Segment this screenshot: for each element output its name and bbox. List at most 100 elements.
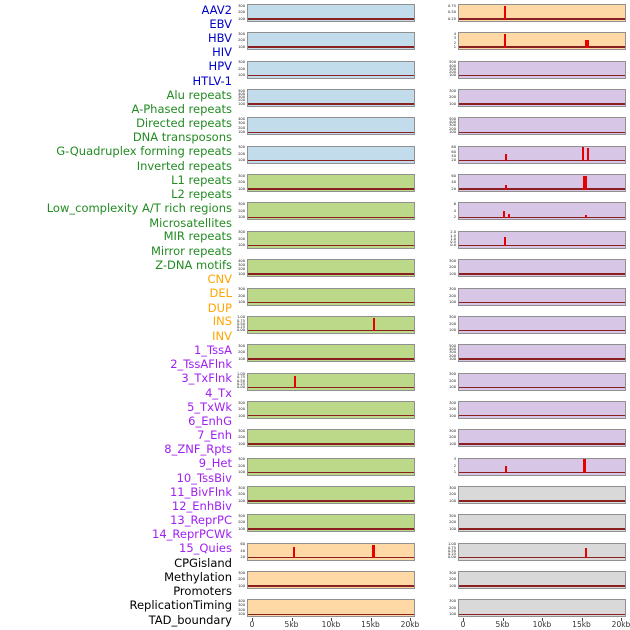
- y-tick-label: 100: [238, 16, 245, 21]
- panel-microsatellites: [247, 429, 415, 448]
- y-tick-label: 500: [238, 88, 245, 93]
- y-tick-label: 6: [453, 201, 456, 206]
- peak-marker: [584, 215, 587, 218]
- y-tick-label: 200: [238, 607, 245, 612]
- y-tick-label: 400: [449, 63, 456, 68]
- y-tick-label: 300: [238, 173, 245, 178]
- y-tick-label: 300: [238, 3, 245, 8]
- y-tick-label: 1.00: [236, 315, 245, 320]
- panel-hpv: [247, 117, 415, 136]
- y-tick-label: 3: [453, 456, 456, 461]
- peak-marker: [583, 244, 586, 247]
- x-tick-mark: [370, 617, 372, 621]
- y-tick-label: 300: [449, 66, 456, 71]
- y-tick-label: 200: [449, 491, 456, 496]
- signal-baseline: [248, 415, 414, 417]
- y-tick-label: 300: [238, 570, 245, 575]
- y-tick-label: 0.5: [450, 239, 456, 244]
- y-tick-label: 300: [238, 456, 245, 461]
- y-tick-label: 200: [238, 179, 245, 184]
- panel-15-quies: [458, 457, 626, 476]
- y-tick-label: 100: [449, 498, 456, 503]
- row-label-l2-repeats: L2 repeats: [171, 187, 232, 202]
- x-tick-label: 5kb: [284, 620, 299, 629]
- y-tick-label: 200: [238, 98, 245, 103]
- y-tick-label: 20: [240, 554, 245, 559]
- peak-marker: [504, 153, 507, 162]
- signal-baseline: [248, 74, 414, 77]
- signal-baseline: [459, 358, 625, 360]
- row-label-9-het: 9_Het: [198, 456, 232, 471]
- signal-baseline: [248, 301, 414, 304]
- x-tick-label: 10kb: [532, 620, 552, 629]
- row-label-tad-boundary: TAD_boundary: [148, 612, 232, 627]
- signal-baseline: [459, 471, 625, 474]
- y-tick-label: 0.75: [447, 545, 456, 550]
- peak-marker: [504, 185, 507, 190]
- y-tick-label: 200: [238, 236, 245, 241]
- row-label-ebv: EBV: [209, 17, 232, 31]
- signal-baseline: [248, 18, 414, 20]
- signal-baseline: [248, 188, 414, 190]
- y-tick-label: 1.00: [236, 371, 245, 376]
- y-tick-label: 300: [238, 31, 245, 36]
- x-tick-label: 0: [249, 620, 255, 629]
- peak-marker: [584, 547, 587, 559]
- y-tick-label: 0.50: [447, 9, 456, 14]
- y-tick-label: 100: [449, 328, 456, 333]
- y-tick-label: 200: [238, 151, 245, 156]
- y-tick-label: 3: [453, 35, 456, 40]
- panel-hbv: [247, 60, 415, 79]
- y-tick-label: 300: [238, 286, 245, 291]
- y-tick-label: 100: [238, 526, 245, 531]
- signal-baseline: [459, 74, 625, 77]
- y-tick-label: 2: [453, 214, 456, 219]
- row-label-mir-repeats: MIR repeats: [163, 229, 232, 244]
- signal-baseline: [248, 273, 414, 275]
- panel-dup: [247, 599, 415, 618]
- row-label-cnv: CNV: [207, 272, 233, 287]
- y-tick-label: 300: [238, 343, 245, 348]
- row-label-replicationtiming: ReplicationTiming: [129, 598, 233, 612]
- peak-marker: [504, 237, 507, 247]
- x-tick-mark: [252, 617, 253, 621]
- signal-baseline: [248, 528, 414, 530]
- panel-9-het: [458, 287, 626, 306]
- signal-baseline: [248, 358, 414, 360]
- row-label-htlv-1: HTLV-1: [192, 73, 232, 88]
- y-tick-label: 100: [238, 356, 245, 361]
- y-tick-label: 100: [238, 611, 245, 616]
- y-tick-label: 100: [238, 583, 245, 588]
- y-tick-label: 200: [238, 38, 245, 43]
- y-tick-label: 400: [238, 258, 245, 263]
- y-tick-label: 400: [238, 91, 245, 96]
- peak-marker: [583, 458, 587, 474]
- y-tick-label: 100: [449, 129, 456, 134]
- signal-baseline: [248, 131, 414, 133]
- y-tick-label: 2: [453, 40, 456, 45]
- row-label-dup: DUP: [207, 300, 232, 315]
- signal-baseline: [459, 273, 625, 275]
- y-tick-label: 300: [238, 59, 245, 64]
- panel-l2-repeats: [247, 372, 415, 391]
- row-label-14-reprpcwk: 14_ReprPCWk: [152, 527, 232, 542]
- y-tick-label: 60: [240, 541, 245, 546]
- y-tick-label: 60: [451, 149, 456, 154]
- peak-marker: [372, 318, 375, 332]
- y-tick-label: 300: [449, 428, 456, 433]
- row-label-microsatellites: Microsatellites: [149, 215, 232, 230]
- y-tick-label: 100: [449, 101, 456, 106]
- row-label-hpv: HPV: [208, 59, 232, 74]
- signal-baseline: [459, 330, 625, 332]
- y-tick-label: 100: [238, 469, 245, 474]
- signal-baseline: [248, 471, 414, 474]
- y-tick-label: 200: [449, 520, 456, 525]
- panel-directed-repeats: [247, 230, 415, 249]
- peak-marker: [293, 547, 296, 559]
- panel-ins: [458, 4, 626, 22]
- y-tick-label: 100: [449, 299, 456, 304]
- y-tick-label: 300: [449, 88, 456, 93]
- panel-5-txwk: [458, 174, 626, 193]
- signal-baseline: [459, 528, 625, 530]
- y-tick-label: 200: [449, 94, 456, 99]
